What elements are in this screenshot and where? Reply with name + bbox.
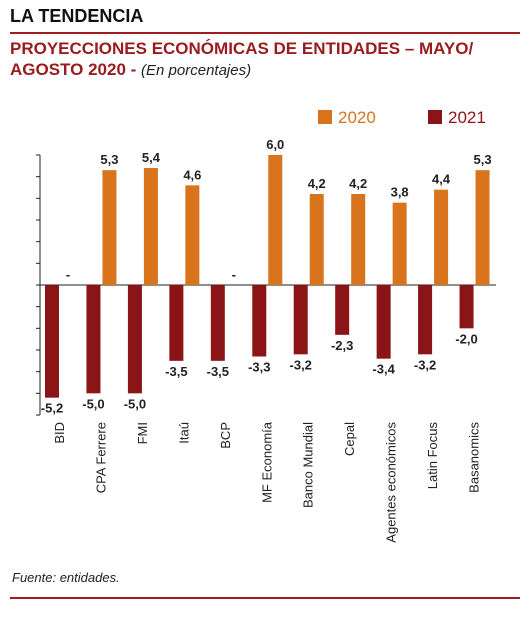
value-label: -3,5 — [165, 364, 187, 379]
value-label: -5,0 — [124, 396, 146, 411]
value-label: -3,3 — [248, 360, 270, 375]
header: LA TENDENCIA — [10, 6, 144, 26]
bar — [185, 185, 200, 285]
value-label: 5,3 — [474, 152, 492, 167]
bar — [210, 285, 225, 361]
value-label: -3,4 — [372, 362, 395, 377]
value-label: 4,2 — [349, 176, 367, 191]
value-label: -3,2 — [290, 357, 312, 372]
value-label: 4,6 — [183, 167, 201, 182]
bar — [102, 170, 117, 285]
x-tick-label: BCP — [218, 422, 233, 449]
bar — [376, 285, 391, 359]
value-label: 3,8 — [391, 185, 409, 200]
rule — [10, 597, 520, 599]
bar — [293, 285, 308, 355]
x-tick-label: BID — [52, 422, 67, 444]
title-line: PROYECCIONES ECONÓMICAS DE ENTIDADES – M… — [10, 39, 474, 58]
x-tick-label: Latin Focus — [425, 422, 440, 490]
legend-swatch — [428, 110, 442, 124]
value-label: - — [66, 267, 70, 282]
bar — [127, 285, 142, 394]
value-label: -5,0 — [82, 396, 104, 411]
bar — [252, 285, 267, 357]
title: PROYECCIONES ECONÓMICAS DE ENTIDADES – M… — [10, 38, 473, 81]
source: Fuente: entidades. — [12, 570, 120, 585]
x-tick-label: Basanomics — [467, 422, 482, 493]
bar — [86, 285, 101, 394]
value-label: 6,0 — [266, 137, 284, 152]
bar — [309, 194, 324, 285]
legend-label: 2020 — [338, 108, 376, 127]
bar — [268, 155, 283, 285]
x-tick-label: MF Economía — [259, 421, 274, 503]
subtitle: (En porcentajes) — [141, 62, 252, 79]
chart: 2020 2021 -5,2 - BID -5,0 5,3 CPA Ferrere -5,0 5,… — [36, 108, 496, 543]
value-label: 4,2 — [308, 176, 326, 191]
legend-swatch — [318, 110, 332, 124]
value-label: -2,3 — [331, 338, 353, 353]
value-label: 5,4 — [142, 150, 161, 165]
value-label: - — [232, 267, 236, 282]
bar — [434, 189, 449, 285]
bar — [169, 285, 184, 361]
rule — [10, 32, 520, 34]
bar — [45, 285, 59, 398]
title-line: AGOSTO 2020 - — [10, 60, 137, 79]
x-tick-label: CPA Ferrere — [93, 422, 108, 493]
value-label: -5,2 — [41, 401, 63, 416]
x-tick-label: Cepal — [342, 422, 357, 456]
bar — [335, 285, 350, 335]
bar — [143, 168, 158, 285]
legend-label: 2021 — [448, 108, 486, 127]
value-label: 5,3 — [100, 152, 118, 167]
value-label: 4,4 — [432, 172, 451, 187]
bar — [351, 194, 366, 285]
bar — [459, 285, 474, 329]
bar — [392, 202, 407, 285]
x-tick-label: FMI — [135, 422, 150, 444]
bar — [418, 285, 433, 355]
title-line: AGOSTO 2020 - (En porcentajes) — [10, 59, 473, 81]
x-tick-label: Banco Mundial — [301, 422, 316, 508]
value-label: -3,2 — [414, 357, 436, 372]
bar — [475, 170, 490, 285]
x-tick-label: Agentes económicos — [384, 422, 399, 543]
x-tick-label: Itaú — [176, 422, 191, 444]
value-label: -2,0 — [455, 331, 477, 346]
value-label: -3,5 — [207, 364, 229, 379]
